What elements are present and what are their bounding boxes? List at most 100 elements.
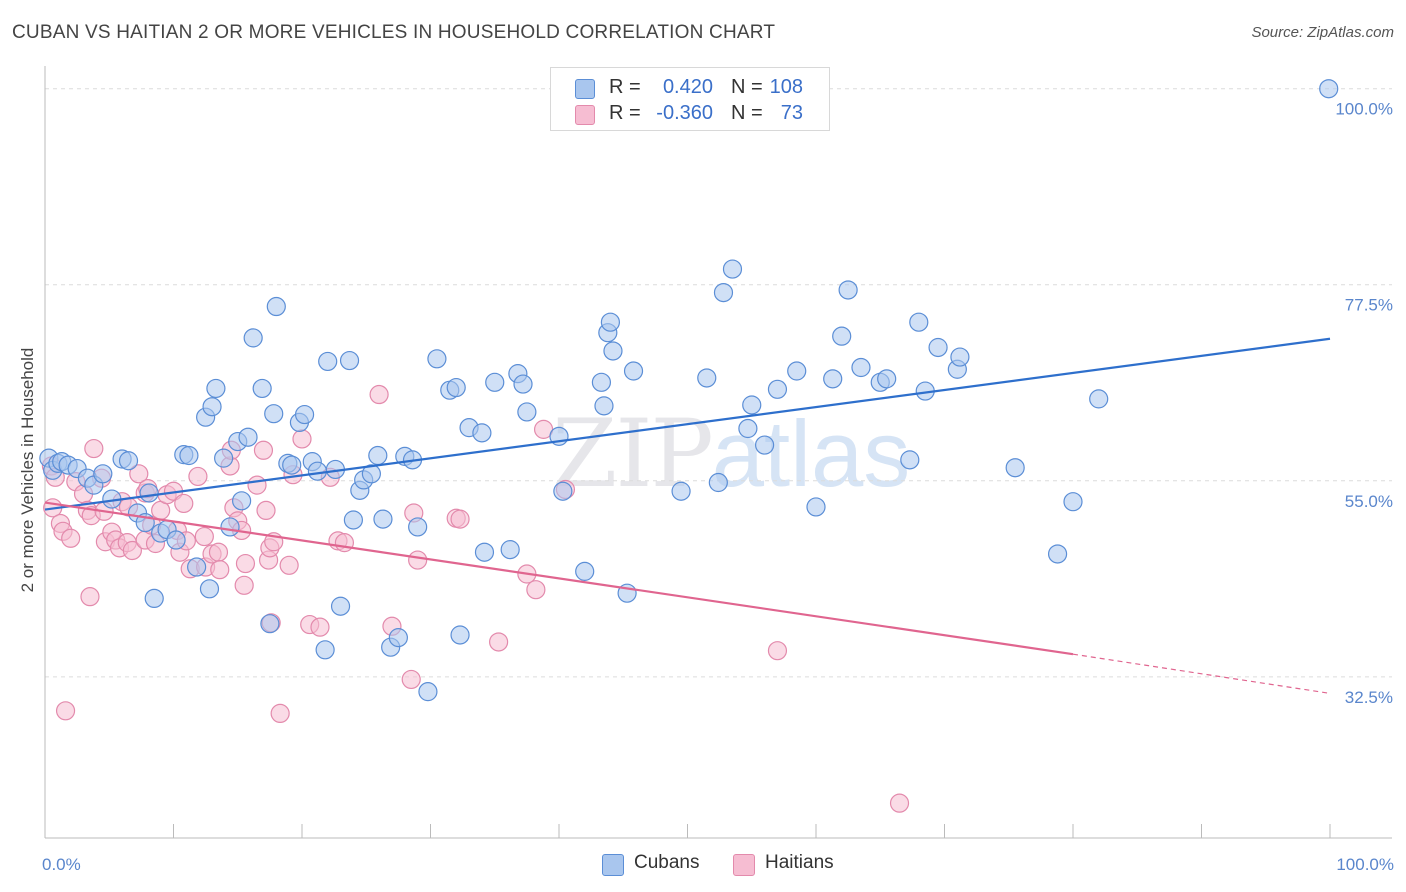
cubans-n-label: N = xyxy=(731,76,763,98)
cubans-point xyxy=(139,483,159,503)
haitians-point xyxy=(401,669,421,690)
cubans-point xyxy=(742,395,762,415)
cubans-point xyxy=(450,625,470,645)
cubans-point xyxy=(307,461,328,481)
haitians-trend-extension xyxy=(1072,653,1331,694)
cubans-point xyxy=(950,347,970,367)
cubans-point xyxy=(318,351,338,372)
cubans-swatch xyxy=(575,79,595,99)
cubans-point xyxy=(361,464,381,484)
cubans-point xyxy=(708,472,728,493)
cubans-point xyxy=(600,312,621,332)
haitians-point xyxy=(194,526,214,547)
cubans-point xyxy=(214,448,234,468)
cubans-point xyxy=(266,296,286,317)
cubans-point xyxy=(118,451,139,471)
cubans-point xyxy=(1063,492,1083,512)
haitians-point xyxy=(174,493,194,514)
haitians-point xyxy=(129,464,149,484)
cubans-point xyxy=(330,596,351,616)
cubans-point xyxy=(517,402,537,422)
trend-lines xyxy=(44,337,1331,694)
x-tick-label-max: 100.0% xyxy=(1336,855,1394,874)
tick-labels: 32.5% 55.0% 77.5% 100.0% 0.0% 100.0% xyxy=(42,100,1394,874)
cubans-point xyxy=(144,588,164,609)
cubans-point xyxy=(315,640,335,660)
cubans-point xyxy=(243,328,263,348)
y-tick-label: 32.5% xyxy=(1345,688,1393,707)
cubans-point xyxy=(238,427,258,447)
cubans-point xyxy=(838,280,858,300)
cubans-point xyxy=(603,341,623,361)
chart-source: Source: ZipAtlas.com xyxy=(1251,24,1394,41)
watermark-atlas: atlas xyxy=(711,401,911,506)
haitians-point xyxy=(188,466,208,487)
legend: Cubans Haitians xyxy=(0,852,1406,878)
haitians-point xyxy=(253,440,274,460)
cubans-point xyxy=(591,372,612,392)
cubans-point xyxy=(339,350,360,371)
cubans-point xyxy=(594,396,614,416)
cubans-point xyxy=(474,542,495,562)
cubans-r-value: 0.420 xyxy=(662,76,713,98)
haitians-point xyxy=(526,580,546,600)
cubans-point xyxy=(928,337,948,358)
cubans-point xyxy=(252,378,272,399)
stats-row-haitians: R = -0.360 N = 73 xyxy=(551,102,829,128)
cubans-point xyxy=(900,450,920,470)
haitians-point xyxy=(210,560,230,580)
cubans-point xyxy=(851,357,871,378)
cubans-point xyxy=(187,557,207,577)
haitians-point xyxy=(408,550,428,570)
haitians-point xyxy=(208,542,229,562)
stats-row-cubans: R = 0.420 N = 108 xyxy=(551,76,829,102)
cubans-point xyxy=(202,397,222,417)
haitians-point xyxy=(489,632,509,652)
haitians-point xyxy=(270,703,290,724)
cubans-point xyxy=(513,374,533,394)
haitians-trend-line xyxy=(44,501,1074,656)
cubans-point xyxy=(1319,79,1339,99)
legend-label-cubans: Cubans xyxy=(634,852,700,873)
cubans-point xyxy=(282,455,302,475)
haitians-point xyxy=(292,429,312,449)
y-tick-label: 55.0% xyxy=(1345,492,1393,511)
cubans-point xyxy=(485,372,505,392)
cubans-point xyxy=(722,259,743,279)
legend-label-haitians: Haitians xyxy=(765,852,834,873)
cubans-point xyxy=(553,481,573,501)
cubans-point xyxy=(713,282,734,303)
cubans-point xyxy=(1005,458,1025,478)
cubans-point xyxy=(823,369,843,389)
haitians-point xyxy=(889,793,910,813)
cubans-point xyxy=(754,435,775,455)
haitians-points xyxy=(41,384,910,813)
cubans-point xyxy=(206,378,226,399)
haitians-swatch xyxy=(575,105,595,125)
cubans-point xyxy=(427,349,447,369)
haitians-point xyxy=(369,384,389,405)
axes xyxy=(44,66,1392,839)
cubans-point xyxy=(93,464,113,484)
cubans-point xyxy=(623,361,644,381)
cubans-point xyxy=(418,682,438,702)
haitians-point xyxy=(247,475,267,495)
y-axis-label: 2 or more Vehicles in Household xyxy=(18,347,37,593)
cubans-point xyxy=(408,517,428,537)
cubans-point xyxy=(373,509,393,529)
x-tick-label-min: 0.0% xyxy=(42,855,81,874)
cubans-point xyxy=(1089,389,1109,409)
haitians-point xyxy=(767,641,788,661)
cubans-point xyxy=(294,404,315,425)
cubans-point xyxy=(806,497,826,517)
cubans-point xyxy=(368,445,388,466)
cubans-point xyxy=(877,369,897,389)
cubans-point xyxy=(343,510,363,530)
cubans-point xyxy=(166,530,186,550)
cubans-point xyxy=(909,312,929,332)
haitians-point xyxy=(55,701,76,721)
cubans-point xyxy=(472,423,492,443)
cubans-point xyxy=(232,491,252,511)
cubans-point xyxy=(500,540,520,560)
